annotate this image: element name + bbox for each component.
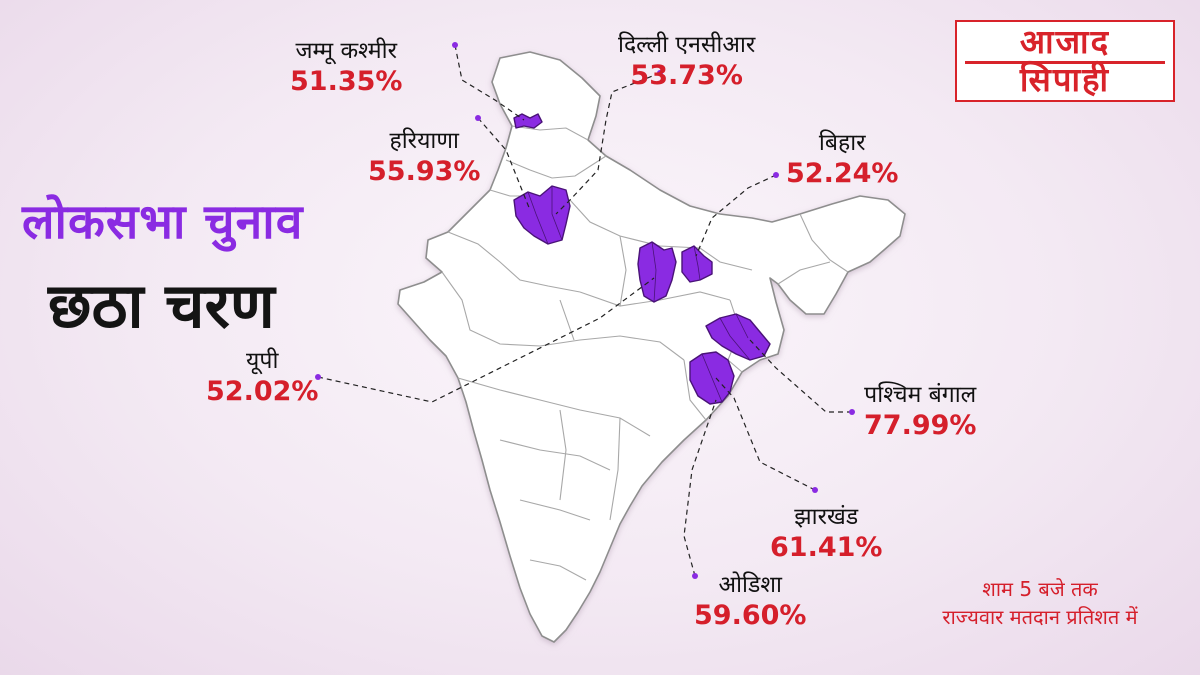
state-name: यूपी (246, 348, 279, 374)
leader-odisha (683, 399, 717, 577)
region-up (637, 241, 677, 303)
state-name: जम्मू कश्मीर (295, 38, 398, 64)
highlighted-regions (513, 113, 771, 405)
state-turnout: 59.60% (694, 600, 807, 631)
brand-logo: आजाद सिपाही (955, 20, 1175, 102)
state-turnout: 55.93% (368, 156, 481, 187)
state-name: दिल्ली एनसीआर (618, 32, 756, 58)
label-bihar: बिहार 52.24% (786, 128, 898, 190)
state-name: ओडिशा (718, 572, 782, 598)
label-jammu-kashmir: जम्मू कश्मीर 51.35% (290, 36, 402, 98)
label-delhi-ncr: दिल्ली एनसीआर 53.73% (618, 30, 755, 92)
footnote-line-2: राज्यवार मतदान प्रतिशत में (942, 605, 1138, 629)
state-turnout: 77.99% (864, 410, 977, 441)
label-haryana: हरियाणा 55.93% (368, 126, 480, 188)
label-jharkhand: झारखंड 61.41% (770, 502, 882, 564)
state-turnout: 52.02% (206, 376, 319, 407)
region-bihar (681, 245, 713, 283)
region-haryana (513, 185, 571, 245)
label-west-bengal: पश्चिम बंगाल 77.99% (864, 380, 976, 442)
state-turnout: 53.73% (630, 60, 743, 91)
footnote: शाम 5 बजे तक राज्यवार मतदान प्रतिशत में (895, 575, 1185, 631)
logo-line-1: आजाद (1019, 22, 1111, 61)
state-turnout: 52.24% (786, 158, 899, 189)
state-turnout: 61.41% (770, 532, 883, 563)
footnote-line-1: शाम 5 बजे तक (982, 577, 1098, 601)
leader-delhi (555, 72, 661, 215)
leader-bihar (695, 174, 777, 257)
leader-dots (315, 42, 855, 579)
leader-jharkhand (715, 377, 816, 491)
state-name: झारखंड (794, 504, 859, 530)
leader-jk (454, 44, 525, 121)
title-line-1: लोकसभा चुनाव (22, 194, 304, 250)
leader-wb (749, 339, 852, 413)
state-name: बिहार (818, 130, 866, 156)
state-borders (441, 125, 849, 581)
region-jk (513, 113, 543, 129)
label-odisha: ओडिशा 59.60% (694, 570, 806, 632)
label-up: यूपी 52.02% (206, 346, 318, 408)
state-turnout: 51.35% (290, 66, 403, 97)
logo-line-2: सिपाही (1019, 60, 1111, 99)
logo-rule (965, 61, 1165, 64)
state-name: पश्चिम बंगाल (864, 382, 977, 408)
leader-haryana (477, 117, 531, 211)
title-line-2: छठा चरण (48, 269, 275, 342)
state-name: हरियाणा (389, 128, 459, 154)
leader-lines (317, 44, 852, 577)
leader-up (317, 277, 655, 403)
constituency-borders (527, 186, 751, 403)
region-wb (705, 313, 771, 361)
